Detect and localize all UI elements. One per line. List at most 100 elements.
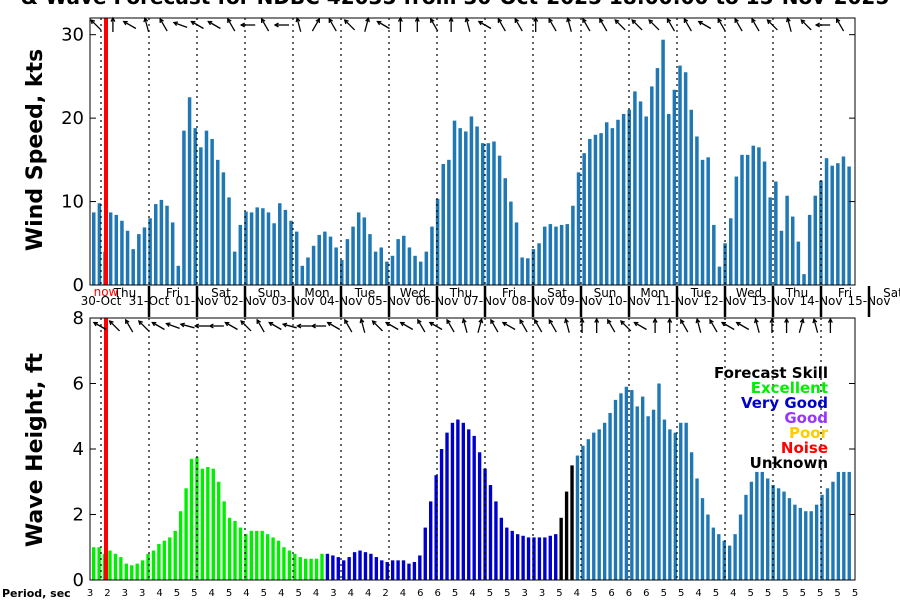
wind-bar xyxy=(633,91,637,285)
wave-bar xyxy=(238,527,243,580)
arrow-shaft xyxy=(360,319,366,333)
period-value: 4 xyxy=(156,588,162,599)
wave-bar xyxy=(130,565,134,580)
arrow-shaft xyxy=(462,319,468,333)
wind-arrow xyxy=(159,17,168,32)
arrow-shaft xyxy=(767,19,778,31)
wind-arrow xyxy=(414,16,420,32)
wind-bar xyxy=(740,154,744,285)
wave-bar xyxy=(336,557,340,580)
chart-title: & Wave Forecast for NDBC 42035 from 30-O… xyxy=(21,0,890,9)
arrow-head xyxy=(490,318,495,324)
ytick-label: 2 xyxy=(73,505,84,526)
wind-bar xyxy=(407,247,412,285)
wind-bar xyxy=(368,234,372,285)
arrow-head xyxy=(666,17,672,23)
arrow-head xyxy=(122,20,128,26)
wave-bar xyxy=(597,429,601,580)
arrow-head xyxy=(709,318,714,324)
wind-bar xyxy=(666,113,671,285)
arrow-head xyxy=(534,318,539,324)
arrow-head xyxy=(827,317,833,323)
arrow-head xyxy=(769,317,775,323)
wind-arrow xyxy=(172,21,188,29)
wave-bar xyxy=(619,393,623,580)
wave-bar xyxy=(369,553,373,580)
wave-bar xyxy=(575,455,580,580)
wave-arrow xyxy=(208,323,224,329)
arrow-head xyxy=(281,322,288,328)
wind-bar xyxy=(221,172,226,285)
wave-bar xyxy=(135,563,139,580)
wind-bar xyxy=(593,134,598,285)
arrow-head xyxy=(207,20,213,26)
wind-bar xyxy=(683,72,688,285)
arrow-shaft xyxy=(256,319,265,333)
wind-bar xyxy=(475,126,479,285)
wave-bar xyxy=(836,471,841,580)
wave-bar xyxy=(608,412,612,580)
wind-bar xyxy=(638,101,643,285)
wind-bar xyxy=(356,212,361,285)
wind-bar xyxy=(92,212,96,285)
wave-bar xyxy=(499,517,504,580)
period-value: 5 xyxy=(817,588,823,599)
arrow-shaft xyxy=(813,319,819,333)
wind-bar xyxy=(796,241,801,285)
wind-bar xyxy=(678,65,682,285)
wave-bar xyxy=(423,527,427,580)
arrow-head xyxy=(90,19,96,25)
wave-bar xyxy=(679,422,683,580)
wind-bar xyxy=(340,259,344,285)
arrow-head xyxy=(417,318,422,324)
arrow-shaft xyxy=(599,18,608,32)
period-value: 4 xyxy=(695,588,701,599)
arrow-shaft xyxy=(502,321,516,331)
arrow-head xyxy=(224,321,230,327)
period-value: 6 xyxy=(435,588,441,599)
wave-bar xyxy=(380,560,384,580)
wind-bar xyxy=(751,145,756,285)
wind-bar xyxy=(672,89,677,285)
wave-bar xyxy=(782,491,786,580)
wind-bar xyxy=(745,154,750,285)
arrow-head xyxy=(92,321,98,327)
period-label: Period, sec xyxy=(2,587,71,600)
arrow-head xyxy=(446,318,451,324)
wind-arrow xyxy=(582,17,591,32)
wave-arrow xyxy=(735,321,750,331)
wave-bar xyxy=(613,399,618,580)
wind-bar xyxy=(311,245,316,285)
wave-bar xyxy=(744,494,748,580)
arrow-shaft xyxy=(123,20,137,30)
period-value: 5 xyxy=(226,588,232,599)
period-value: 5 xyxy=(834,588,840,599)
period-value: 4 xyxy=(469,588,475,599)
wind-bar xyxy=(362,217,367,285)
wave-bar xyxy=(494,501,498,580)
arrow-shaft xyxy=(800,19,812,31)
arrow-head xyxy=(110,16,116,22)
wave-arrow xyxy=(709,318,718,333)
wave-arrow xyxy=(753,317,760,333)
period-value: 3 xyxy=(539,588,545,599)
arrow-shaft xyxy=(327,321,341,331)
wave-arrow xyxy=(784,317,790,333)
wave-bar xyxy=(265,534,270,580)
wind-bar xyxy=(717,266,722,285)
arrow-head xyxy=(310,323,316,329)
arrow-head xyxy=(477,20,483,26)
wave-bar xyxy=(548,535,552,580)
arrow-shaft xyxy=(477,319,483,333)
wave-arrow xyxy=(607,318,616,333)
arrow-head xyxy=(614,19,620,25)
wave-bar xyxy=(249,530,254,580)
wave-arrow xyxy=(92,321,107,331)
wind-arrow xyxy=(497,17,506,32)
wind-bar xyxy=(187,97,192,285)
wave-arrow xyxy=(695,317,702,333)
wind-arrow xyxy=(814,22,831,28)
wind-arrow xyxy=(430,17,439,32)
wave-arrow xyxy=(240,320,252,332)
wave-arrow xyxy=(108,320,121,332)
